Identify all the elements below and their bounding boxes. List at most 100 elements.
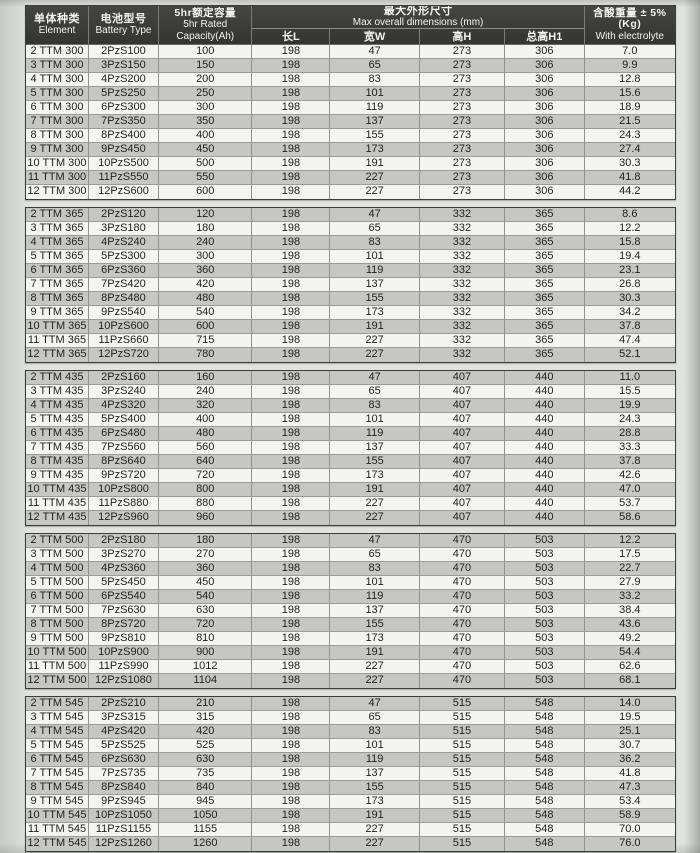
table-row: 4 TTM 435 4PzS320 320 198 83 407 440 19.9 — [26, 399, 675, 413]
cell-width-w: 119 — [330, 427, 420, 440]
cell-length-l: 198 — [252, 795, 331, 808]
cell-battery-type: 4PzS320 — [89, 399, 160, 412]
cell-weight: 76.0 — [619, 837, 641, 849]
cell-height-h: 470 — [420, 646, 505, 659]
cell-width-w: 227 — [330, 185, 420, 199]
table-row: 6 TTM 300 6PzS300 300 198 119 273 306 18.9 — [26, 101, 675, 115]
cell-length-l: 198 — [252, 604, 331, 617]
cell-height-h: 515 — [420, 753, 505, 766]
cell-width-w: 227 — [330, 171, 420, 184]
cell-capacity: 300 — [159, 250, 253, 263]
cell-height-h: 515 — [420, 837, 505, 851]
table-row: 4 TTM 365 4PzS240 240 198 83 332 365 15.8 — [26, 236, 675, 250]
cell-total-height-h1: 306 — [505, 115, 585, 128]
spec-table-block-ttm500: 2 TTM 500 2PzS180 180 198 47 470 503 12.2 3 TTM … — [25, 533, 676, 689]
cell-weight: 26.8 — [619, 278, 641, 290]
cell-element: 9 TTM 545 — [26, 795, 89, 808]
cell-height-h: 515 — [420, 711, 505, 724]
cell-weight: 30.3 — [619, 157, 641, 169]
cell-capacity: 735 — [159, 767, 253, 780]
cell-total-height-h1: 548 — [505, 767, 585, 780]
cell-weight: 15.6 — [619, 87, 641, 99]
cell-width-w: 101 — [330, 250, 420, 263]
cell-total-height-h1: 306 — [505, 73, 585, 86]
cell-width-w: 173 — [330, 306, 420, 319]
cell-total-height-h1: 440 — [505, 413, 585, 426]
header-weight-zh: 含酸重量 ± 5%(Kg) — [593, 6, 667, 31]
cell-width-w: 119 — [330, 590, 420, 603]
cell-total-height-h1: 503 — [505, 562, 585, 575]
cell-battery-type: 12PzS1080 — [89, 674, 160, 688]
cell-weight: 70.0 — [619, 823, 641, 835]
cell-height-h: 273 — [420, 87, 505, 100]
cell-width-w: 173 — [330, 143, 420, 156]
cell-total-height-h1: 440 — [505, 385, 585, 398]
cell-weight: 42.6 — [619, 469, 641, 481]
cell-capacity: 180 — [159, 222, 253, 235]
cell-element: 9 TTM 365 — [26, 306, 89, 319]
cell-capacity: 400 — [159, 129, 253, 142]
cell-weight: 47.0 — [619, 483, 641, 495]
table-row: 4 TTM 300 4PzS200 200 198 83 273 306 12.8 — [26, 73, 675, 87]
cell-length-l: 198 — [252, 660, 331, 673]
cell-length-l: 198 — [252, 809, 331, 822]
cell-length-l: 198 — [252, 101, 331, 114]
cell-length-l: 198 — [252, 674, 331, 688]
cell-battery-type: 11PzS880 — [89, 497, 160, 510]
table-row: 6 TTM 365 6PzS360 360 198 119 332 365 23.1 — [26, 264, 675, 278]
cell-width-w: 155 — [330, 292, 420, 305]
cell-capacity: 550 — [159, 171, 253, 184]
cell-length-l: 198 — [252, 823, 331, 836]
cell-capacity: 315 — [159, 711, 253, 724]
cell-element: 4 TTM 545 — [26, 725, 89, 738]
cell-width-w: 191 — [330, 483, 420, 496]
table-row: 8 TTM 365 8PzS480 480 198 155 332 365 30.3 — [26, 292, 675, 306]
cell-weight: 30.3 — [619, 292, 641, 304]
cell-weight: 12.2 — [619, 534, 641, 546]
cell-capacity: 240 — [159, 236, 253, 249]
cell-total-height-h1: 503 — [505, 660, 585, 673]
header-capacity-en2: Capacity(Ah) — [176, 30, 235, 42]
cell-battery-type: 8PzS480 — [89, 292, 160, 305]
cell-height-h: 515 — [420, 725, 505, 738]
cell-capacity: 300 — [159, 101, 253, 114]
cell-height-h: 332 — [420, 250, 505, 263]
cell-battery-type: 10PzS800 — [89, 483, 160, 496]
cell-length-l: 198 — [252, 320, 331, 333]
cell-length-l: 198 — [252, 129, 331, 142]
cell-total-height-h1: 365 — [505, 306, 585, 319]
cell-width-w: 137 — [330, 767, 420, 780]
table-row: 12 TTM 500 12PzS1080 1104 198 227 470 503 68.1 — [26, 674, 675, 688]
cell-total-height-h1: 503 — [505, 576, 585, 589]
cell-weight: 30.7 — [619, 739, 641, 751]
cell-battery-type: 2PzS180 — [89, 534, 160, 547]
cell-height-h: 273 — [420, 129, 505, 142]
cell-height-h: 273 — [420, 115, 505, 128]
cell-width-w: 137 — [330, 115, 420, 128]
cell-capacity: 400 — [159, 413, 253, 426]
cell-battery-type: 10PzS500 — [89, 157, 160, 170]
cell-capacity: 360 — [159, 562, 253, 575]
cell-capacity: 320 — [159, 399, 253, 412]
table-row: 3 TTM 300 3PzS150 150 198 65 273 306 9.9 — [26, 59, 675, 73]
cell-capacity: 150 — [159, 59, 253, 72]
header-dimensions-en: Max overall dimensions (mm) — [352, 17, 484, 28]
cell-height-h: 407 — [420, 399, 505, 412]
cell-length-l: 198 — [252, 385, 331, 398]
cell-length-l: 198 — [252, 632, 331, 645]
cell-weight: 8.6 — [622, 208, 638, 220]
cell-capacity: 840 — [159, 781, 253, 794]
cell-capacity: 600 — [159, 320, 253, 333]
table-row: 5 TTM 365 5PzS300 300 198 101 332 365 19.4 — [26, 250, 675, 264]
header-length-l: 长L — [252, 29, 331, 44]
table-row: 9 TTM 300 9PzS450 450 198 173 273 306 27.4 — [26, 143, 675, 157]
header-height-h: 高H — [420, 29, 505, 44]
cell-battery-type: 8PzS840 — [89, 781, 160, 794]
table-row: 3 TTM 545 3PzS315 315 198 65 515 548 19.5 — [26, 711, 675, 725]
cell-length-l: 198 — [252, 59, 331, 72]
cell-weight: 58.9 — [619, 809, 641, 821]
cell-width-w: 83 — [330, 236, 420, 249]
cell-element: 12 TTM 500 — [26, 674, 89, 688]
cell-battery-type: 4PzS200 — [89, 73, 160, 86]
cell-height-h: 407 — [420, 371, 505, 384]
